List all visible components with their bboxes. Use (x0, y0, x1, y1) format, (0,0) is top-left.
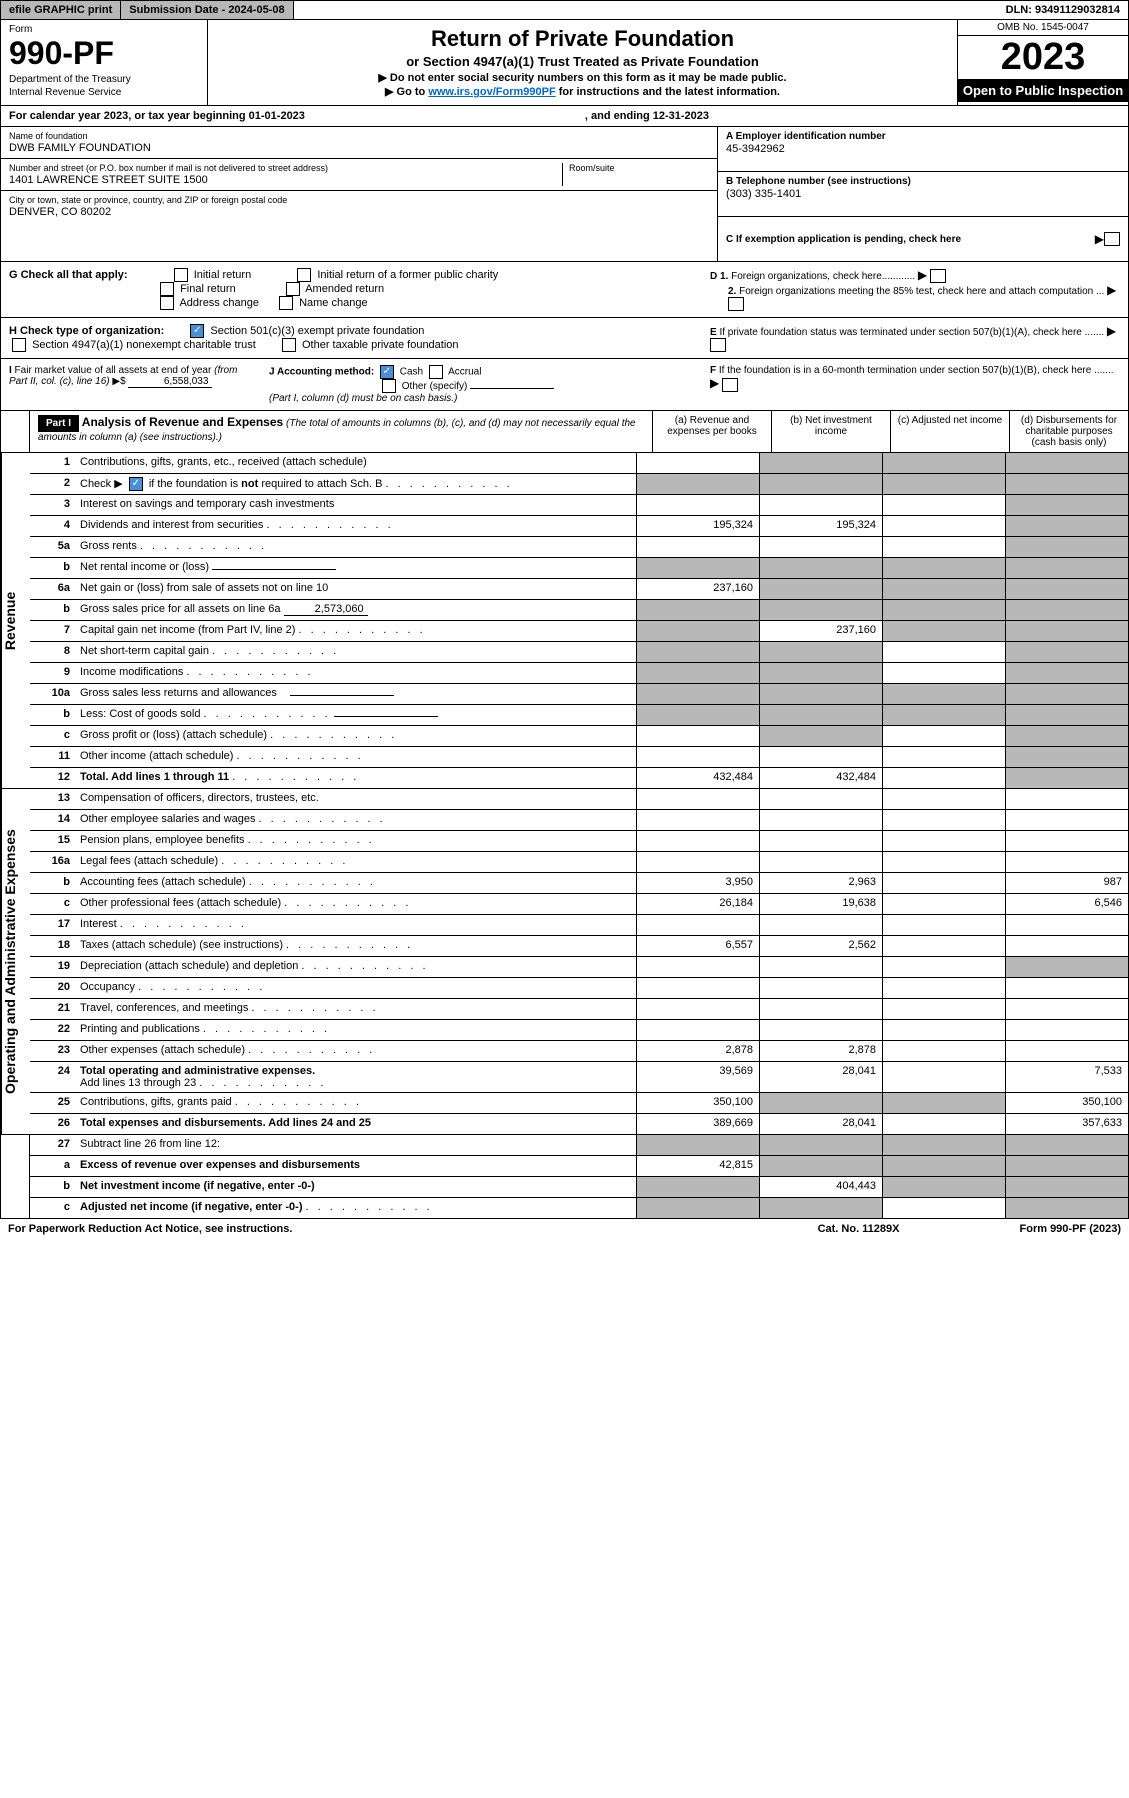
cb-addr-change[interactable] (160, 296, 174, 310)
city-state-zip: DENVER, CO 80202 (9, 206, 709, 218)
cb-4947[interactable] (12, 338, 26, 352)
col-b-header: (b) Net investment income (771, 411, 890, 452)
dept-irs: Internal Revenue Service (9, 87, 199, 98)
calendar-year-row: For calendar year 2023, or tax year begi… (0, 106, 1129, 127)
footer-mid: Cat. No. 11289X (818, 1223, 900, 1235)
ein-label: A Employer identification number (726, 131, 1120, 142)
c-checkbox[interactable] (1104, 232, 1120, 246)
submission-date: Submission Date - 2024-05-08 (120, 1, 293, 19)
cb-initial-former[interactable] (297, 268, 311, 282)
cb-other-method[interactable] (382, 379, 396, 393)
cb-final[interactable] (160, 282, 174, 296)
part1-label: Part I (38, 415, 79, 432)
cb-amended[interactable] (286, 282, 300, 296)
cb-501c3[interactable] (190, 324, 204, 338)
cb-d1[interactable] (930, 269, 946, 283)
phone-value: (303) 335-1401 (726, 188, 1120, 200)
city-label: City or town, state or province, country… (9, 195, 709, 205)
efile-label: efile GRAPHIC print (1, 1, 120, 19)
page-footer: For Paperwork Reduction Act Notice, see … (0, 1219, 1129, 1239)
section-h: H Check type of organization: Section 50… (0, 318, 1129, 359)
col-a-header: (a) Revenue and expenses per books (652, 411, 771, 452)
tax-year: 2023 (958, 36, 1128, 79)
cb-initial[interactable] (174, 268, 188, 282)
room-label: Room/suite (569, 163, 709, 173)
open-public: Open to Public Inspection (958, 79, 1128, 102)
section-ij: I Fair market value of all assets at end… (0, 359, 1129, 411)
irs-link[interactable]: www.irs.gov/Form990PF (428, 86, 555, 98)
c-label: C If exemption application is pending, c… (726, 234, 1095, 245)
revenue-section: Revenue 1Contributions, gifts, grants, e… (0, 453, 1129, 789)
cb-schb[interactable] (129, 477, 143, 491)
expenses-label: Operating and Administrative Expenses (1, 789, 30, 1134)
phone-label: B Telephone number (see instructions) (726, 176, 1120, 187)
form-subtitle: or Section 4947(a)(1) Trust Treated as P… (214, 54, 951, 69)
dept-treasury: Department of the Treasury (9, 74, 199, 85)
form-number: 990-PF (9, 35, 199, 72)
omb-number: OMB No. 1545-0047 (958, 20, 1128, 36)
section-g: G Check all that apply: Initial return I… (0, 262, 1129, 318)
cb-other-taxable[interactable] (282, 338, 296, 352)
expenses-section: Operating and Administrative Expenses 13… (0, 789, 1129, 1135)
instruction-1: ▶ Do not enter social security numbers o… (214, 71, 951, 84)
cb-d2[interactable] (728, 297, 744, 311)
top-bar: efile GRAPHIC print Submission Date - 20… (0, 0, 1129, 20)
footer-left: For Paperwork Reduction Act Notice, see … (8, 1223, 292, 1235)
name-label: Name of foundation (9, 131, 709, 141)
form-label: Form (9, 24, 199, 35)
info-grid: Name of foundation DWB FAMILY FOUNDATION… (0, 127, 1129, 262)
foundation-name: DWB FAMILY FOUNDATION (9, 142, 709, 154)
street-address: 1401 LAWRENCE STREET SUITE 1500 (9, 174, 562, 186)
addr-label: Number and street (or P.O. box number if… (9, 163, 562, 173)
form-title: Return of Private Foundation (214, 26, 951, 52)
cb-cash[interactable] (380, 365, 394, 379)
cb-accrual[interactable] (429, 365, 443, 379)
line27-section: 27Subtract line 26 from line 12: aExcess… (0, 1135, 1129, 1219)
col-d-header: (d) Disbursements for charitable purpose… (1009, 411, 1128, 452)
part1-header: Part I Analysis of Revenue and Expenses … (0, 411, 1129, 453)
instruction-2: ▶ Go to www.irs.gov/Form990PF for instru… (214, 85, 951, 98)
cb-e[interactable] (710, 338, 726, 352)
footer-right: Form 990-PF (2023) (1020, 1223, 1122, 1235)
ein-value: 45-3942962 (726, 143, 1120, 155)
dln: DLN: 93491129032814 (998, 1, 1128, 19)
cb-f[interactable] (722, 378, 738, 392)
cb-name-change[interactable] (279, 296, 293, 310)
fmv-value: 6,558,033 (128, 376, 212, 388)
form-header: Form 990-PF Department of the Treasury I… (0, 20, 1129, 106)
col-c-header: (c) Adjusted net income (890, 411, 1009, 452)
revenue-label: Revenue (1, 453, 30, 788)
